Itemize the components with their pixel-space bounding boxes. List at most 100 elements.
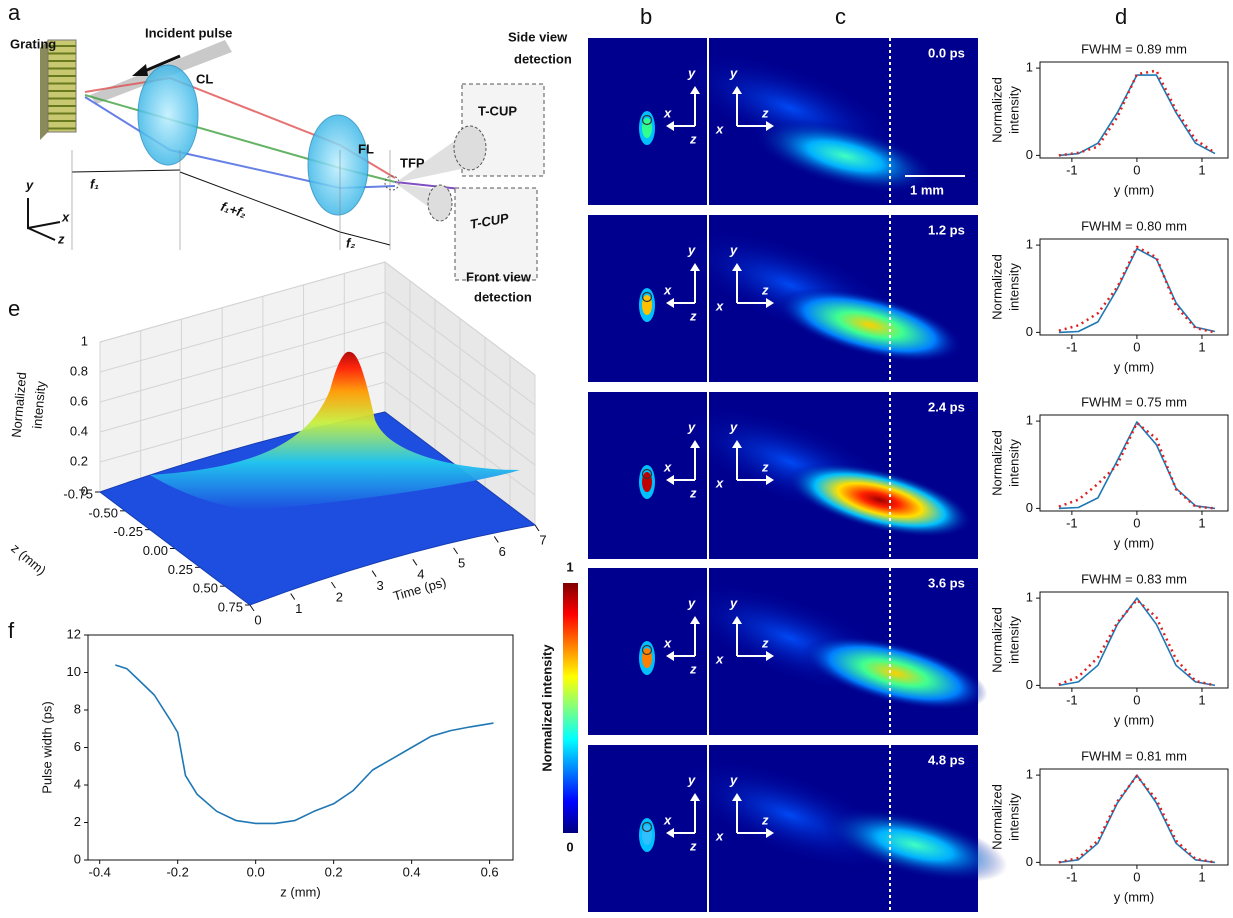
time-label: 2.4 ps bbox=[928, 399, 965, 414]
panel-label: c bbox=[835, 4, 846, 29]
label: z bbox=[689, 131, 697, 146]
x-tick-label: -1 bbox=[1066, 515, 1078, 530]
x-axis-label: z (mm) bbox=[280, 884, 320, 899]
x-tick bbox=[453, 547, 458, 555]
x-tick bbox=[534, 524, 540, 532]
colorbar-tick-label: 0 bbox=[566, 839, 573, 854]
label: y bbox=[25, 177, 34, 192]
arrowhead bbox=[732, 263, 742, 271]
y-tick-label: 0 bbox=[1026, 500, 1033, 515]
y-tick-label: 6 bbox=[74, 739, 81, 754]
label: z bbox=[761, 812, 769, 827]
y-axis-label: intensity bbox=[1006, 86, 1021, 134]
label: x bbox=[61, 209, 70, 224]
arrowhead bbox=[666, 475, 674, 485]
intensity-blob bbox=[802, 635, 988, 711]
time-label: 1.2 ps bbox=[928, 222, 965, 237]
x-tick-label: 4 bbox=[417, 567, 424, 582]
y-tick-label: 0.25 bbox=[168, 562, 193, 577]
y-tick-label: 0.00 bbox=[143, 543, 168, 558]
y-tick-label: 0 bbox=[74, 851, 81, 866]
label: Grating bbox=[10, 36, 56, 51]
colorbar-tick-label: 1 bbox=[566, 559, 573, 574]
beam bbox=[84, 96, 396, 190]
cylindrical-lens bbox=[137, 64, 199, 166]
label: x bbox=[663, 812, 672, 827]
label: T-CUP bbox=[478, 103, 517, 118]
x-tick-label: 0 bbox=[1133, 162, 1140, 177]
y-axis-label: z (mm) bbox=[8, 540, 49, 577]
grid-line bbox=[99, 261, 536, 376]
arrowhead bbox=[732, 616, 742, 624]
tfp bbox=[384, 175, 400, 191]
label: x bbox=[663, 635, 672, 650]
y-tick-label: 12 bbox=[67, 626, 81, 641]
front-spot bbox=[642, 472, 652, 492]
spot-marker bbox=[641, 291, 653, 303]
camera-box bbox=[454, 187, 538, 281]
label: x bbox=[715, 651, 724, 666]
y-tick-label: 1 bbox=[1026, 590, 1033, 605]
x-tick-label: 5 bbox=[458, 555, 465, 570]
label: detection bbox=[514, 51, 572, 66]
content: a b c d e f Grating Incident pulse CL FL TFP Side v… bbox=[8, 0, 1229, 912]
plot-frame bbox=[1039, 414, 1229, 512]
label: z bbox=[689, 308, 697, 323]
intensity-blob bbox=[822, 807, 1008, 883]
camera-lens bbox=[453, 125, 487, 171]
label: f₂ bbox=[346, 235, 355, 250]
label: z bbox=[761, 635, 769, 650]
plot-title: FWHM = 0.89 mm bbox=[1081, 41, 1187, 56]
x-tick-label: 1 bbox=[1198, 515, 1205, 530]
arrowhead bbox=[766, 651, 774, 661]
x-tick bbox=[331, 581, 336, 589]
plot-title: FWHM = 0.75 mm bbox=[1081, 394, 1187, 409]
y-tick-label: 10 bbox=[67, 664, 81, 679]
arrowhead bbox=[690, 440, 700, 448]
x-tick-label: 2 bbox=[336, 590, 343, 605]
x-tick bbox=[371, 570, 377, 577]
label: x bbox=[663, 459, 672, 474]
colorbar-title: Normalized intensity bbox=[539, 644, 554, 772]
front-spot bbox=[642, 648, 652, 668]
x-tick bbox=[249, 604, 255, 612]
plot-frame bbox=[1039, 238, 1229, 336]
incident-arrowhead bbox=[132, 64, 148, 76]
plot-title: FWHM = 0.81 mm bbox=[1081, 748, 1187, 763]
surface-peak bbox=[150, 351, 520, 510]
x-tick-label: -1 bbox=[1066, 162, 1078, 177]
plot-frame bbox=[1039, 768, 1229, 866]
y-tick-label: 1 bbox=[1026, 767, 1033, 782]
x-tick-label: 1 bbox=[295, 601, 302, 616]
y-tick-label: 0 bbox=[1026, 324, 1033, 339]
y-tick-label: 1 bbox=[1026, 237, 1033, 252]
x-tick-label: 0.6 bbox=[481, 864, 499, 879]
label: y bbox=[687, 419, 696, 434]
camera-lens bbox=[427, 184, 453, 222]
x-tick-label: 0.4 bbox=[403, 864, 421, 879]
front-spot bbox=[642, 825, 652, 845]
label: z bbox=[689, 661, 697, 676]
colorbar bbox=[563, 583, 578, 833]
label: x bbox=[715, 298, 724, 313]
grating bbox=[47, 39, 77, 133]
label: y bbox=[687, 242, 696, 257]
panel-label: b bbox=[640, 4, 652, 29]
plot-frame bbox=[1039, 591, 1229, 689]
label: z bbox=[761, 105, 769, 120]
arrowhead bbox=[666, 651, 674, 661]
x-tick-label: 0 bbox=[1133, 339, 1140, 354]
x-axis-label: y (mm) bbox=[1114, 889, 1154, 904]
y-tick-label: 4 bbox=[74, 776, 81, 791]
grid-line bbox=[99, 321, 536, 436]
x-tick-label: 0 bbox=[1133, 515, 1140, 530]
intensity-blob bbox=[777, 287, 963, 363]
grating-side bbox=[40, 40, 48, 140]
arrowhead bbox=[766, 828, 774, 838]
y-tick-label: 0 bbox=[1026, 854, 1033, 869]
label: z bbox=[57, 231, 65, 246]
arrowhead bbox=[666, 828, 674, 838]
label: y bbox=[729, 242, 738, 257]
data-line bbox=[1058, 421, 1216, 510]
